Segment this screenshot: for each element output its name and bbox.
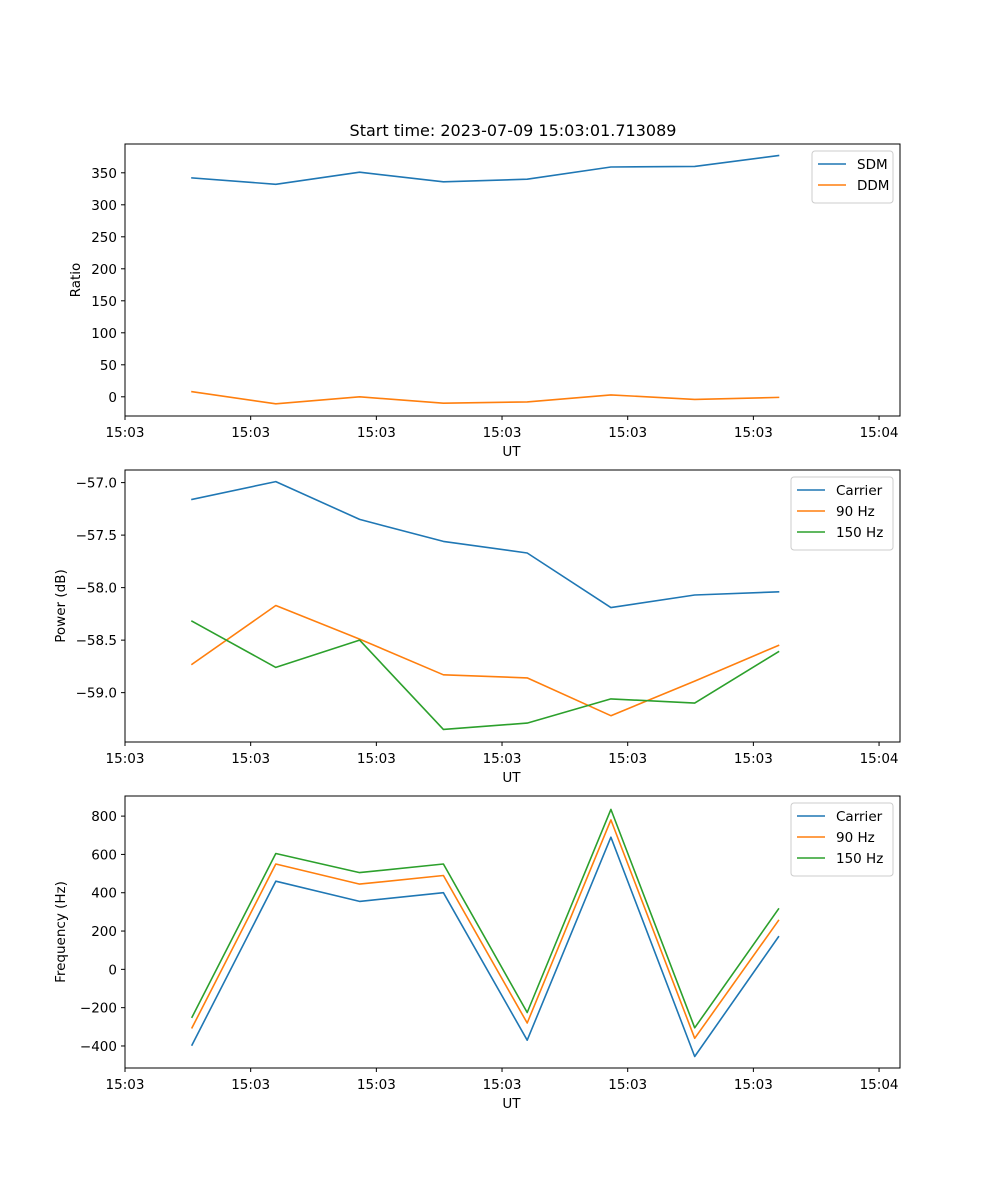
chart-panel-2: 15:03 15:03 15:03 15:03 15:03 15:03 15:04 −59.0… [53, 469, 901, 786]
series-line-150-hz [190, 808, 780, 1029]
y-tick-label: −400 [80, 1039, 117, 1055]
y-tick-label: 200 [91, 924, 117, 940]
y-axis-label: Power (dB) [53, 569, 69, 642]
x-tick-label: 15:03 [608, 425, 647, 441]
x-tick-label: 15:03 [231, 751, 270, 767]
x-tick-label: 15:03 [483, 425, 522, 441]
legend: Carrier 90 Hz 150 Hz [790, 476, 894, 551]
y-tick-label: 150 [91, 294, 117, 310]
legend-label: 90 Hz [836, 504, 875, 520]
y-tick-label: 50 [100, 358, 117, 374]
panels: 15:03 15:03 15:03 15:03 15:03 15:03 15:04 0 50 10… [53, 143, 901, 1112]
legend: SDM DDM [811, 150, 894, 204]
x-tick-label: 15:03 [357, 1077, 396, 1093]
y-tick-label: 800 [91, 809, 117, 825]
series-line-90-hz [190, 819, 780, 1040]
y-tick-label: −200 [80, 1001, 117, 1017]
x-tick-label: 15:03 [106, 751, 145, 767]
x-tick-label: 15:03 [734, 1077, 773, 1093]
y-tick-label: 300 [91, 198, 117, 214]
axes-frame [124, 469, 901, 743]
x-tick-label: 15:03 [608, 751, 647, 767]
y-tick-label: −59.0 [76, 686, 117, 702]
series-line-ddm [191, 390, 780, 405]
x-tick-label: 15:03 [106, 1077, 145, 1093]
x-axis-label: UT [502, 444, 521, 460]
x-tick-label: 15:03 [231, 425, 270, 441]
chart-panel-3: 15:03 15:03 15:03 15:03 15:03 15:03 15:04 −400 −… [53, 795, 901, 1112]
legend-label: Carrier [836, 809, 883, 825]
x-tick-label: 15:03 [483, 1077, 522, 1093]
figure-title: Start time: 2023-07-09 15:03:01.713089 [350, 121, 677, 140]
axes-frame [124, 143, 901, 417]
y-tick-label: −58.5 [76, 633, 117, 649]
x-tick-label: 15:03 [734, 425, 773, 441]
x-tick-label: 15:04 [860, 425, 899, 441]
legend-label: SDM [857, 157, 888, 173]
x-axis-label: UT [502, 770, 521, 786]
x-tick-label: 15:03 [357, 751, 396, 767]
y-tick-label: 100 [91, 326, 117, 342]
y-tick-label: 200 [91, 262, 117, 278]
series-line-carrier [191, 480, 780, 609]
legend-label: 90 Hz [836, 830, 875, 846]
chart-panel-1: 15:03 15:03 15:03 15:03 15:03 15:03 15:04 0 50 10… [68, 143, 901, 460]
x-tick-label: 15:04 [860, 751, 899, 767]
x-tick-label: 15:03 [106, 425, 145, 441]
series-line-150-hz [190, 620, 780, 731]
axes-frame [124, 795, 901, 1069]
x-tick-label: 15:03 [483, 751, 522, 767]
x-tick-label: 15:03 [231, 1077, 270, 1093]
x-tick-label: 15:03 [608, 1077, 647, 1093]
series-line-90-hz [190, 604, 780, 717]
y-tick-label: 350 [91, 166, 117, 182]
y-tick-label: −57.5 [76, 528, 117, 544]
series-line-carrier [190, 836, 780, 1058]
y-tick-label: −58.0 [76, 581, 117, 597]
y-tick-label: 250 [91, 230, 117, 246]
y-tick-label: 0 [108, 390, 117, 406]
y-tick-label: 0 [108, 962, 117, 978]
y-tick-label: 600 [91, 847, 117, 863]
y-tick-label: 400 [91, 886, 117, 902]
legend-label: 150 Hz [836, 851, 883, 867]
y-axis-label: Ratio [68, 263, 84, 298]
x-tick-label: 15:03 [357, 425, 396, 441]
legend-label: DDM [857, 178, 889, 194]
y-axis-label: Frequency (Hz) [53, 881, 69, 983]
y-tick-label: −57.0 [76, 476, 117, 492]
x-tick-label: 15:03 [734, 751, 773, 767]
legend-label: 150 Hz [836, 525, 883, 541]
series-line-sdm [191, 154, 780, 186]
legend-label: Carrier [836, 483, 883, 499]
x-tick-label: 15:04 [860, 1077, 899, 1093]
legend: Carrier 90 Hz 150 Hz [790, 802, 894, 877]
x-axis-label: UT [502, 1096, 521, 1112]
